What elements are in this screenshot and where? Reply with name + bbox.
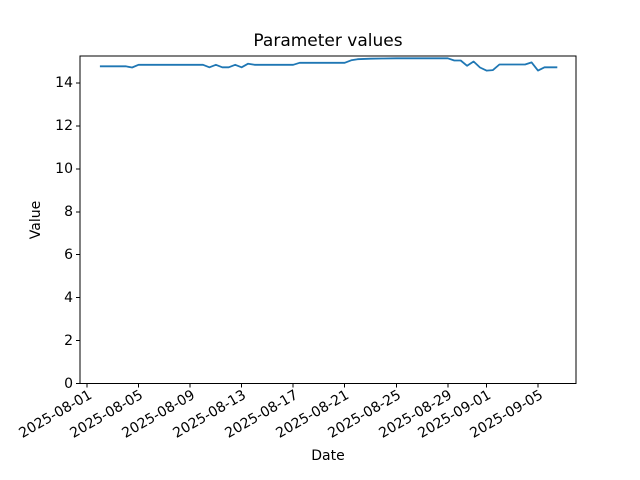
y-tick-label: 2 [64, 332, 73, 349]
chart-title: Parameter values [253, 31, 403, 51]
y-tick-label: 6 [64, 246, 73, 263]
axes-spines [79, 55, 577, 384]
x-axis-label: Date [311, 448, 345, 464]
y-tick-label: 8 [64, 203, 73, 220]
y-tick-label: 12 [55, 117, 73, 134]
y-tick-label: 4 [64, 289, 73, 306]
y-tick-label: 14 [55, 75, 73, 91]
y-tick-label: 10 [55, 160, 73, 177]
data-line [99, 57, 558, 72]
y-tick-label: 0 [64, 375, 73, 392]
